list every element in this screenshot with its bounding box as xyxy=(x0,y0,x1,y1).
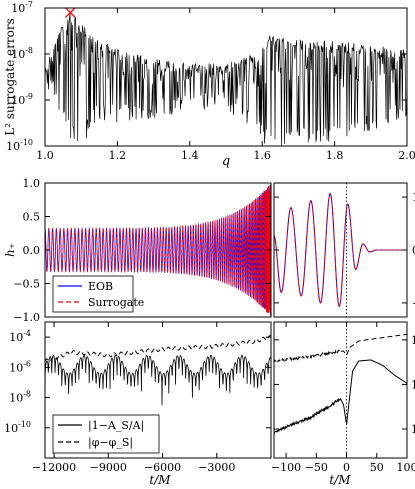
y-ticks-strain: 1.0 0.5 0.0 −0.5 −1.0 xyxy=(13,177,271,324)
legend-waveform: EOB Surrogate xyxy=(52,275,144,313)
plot-frame-errors-left xyxy=(44,321,272,459)
legend-label-amplitude: |1−A_S/A| xyxy=(88,419,144,433)
surrogate-error-series xyxy=(45,13,407,146)
x-ticks-time-right: −100 −50 0 50 100 xyxy=(271,322,415,474)
x-tick-label: 2.0 xyxy=(398,149,415,162)
x-tick-label: 50 xyxy=(370,461,384,474)
y-tick-label: −0.5 xyxy=(13,278,40,291)
y-tick-label: 10-10 xyxy=(6,138,33,153)
y-tick-label: −1.0 xyxy=(13,311,40,324)
y-axis-label-errors: L² surrogate errors xyxy=(3,18,17,135)
error-series-merger xyxy=(274,322,407,458)
max-error-marker-stroke-2 xyxy=(64,7,76,19)
y-tick-label: −1.5 xyxy=(412,297,415,310)
panel-errors-merger: −100 −50 0 50 100 10-3 10-5 10-7 t/M xyxy=(271,321,415,487)
panel-waveform-inspiral: 1.0 0.5 0.0 −0.5 −1.0 h₊ EOB Surrogate xyxy=(3,177,272,324)
waveform-surrogate xyxy=(45,183,271,317)
amplitude-error-curve xyxy=(45,354,271,406)
y-axis-label-strain: h₊ xyxy=(3,243,17,257)
y-tick-label: 10-3 xyxy=(411,332,415,347)
y-tick-label: 0.0 xyxy=(412,244,415,257)
y-tick-label: 10-7 xyxy=(411,421,415,436)
x-tick-label: 1.8 xyxy=(326,149,344,162)
x-tick-label: 1.0 xyxy=(36,149,54,162)
x-ticks-q: 1.0 1.2 1.4 1.6 1.8 2.0 xyxy=(36,8,415,162)
y-ticks-right-strain: 1.5 0.0 −1.5 xyxy=(274,191,415,310)
x-tick-label: −100 xyxy=(271,461,301,474)
legend-label-surrogate: Surrogate xyxy=(88,296,144,309)
legend-label-eob: EOB xyxy=(88,280,113,293)
phase-error-curve xyxy=(45,335,271,362)
y-tick-label: 10-7 xyxy=(11,0,33,15)
y-tick-label: 10-10 xyxy=(4,420,31,435)
panel-waveform-merger: 1.5 0.0 −1.5 xyxy=(273,182,415,318)
x-tick-label: −3000 xyxy=(198,461,235,474)
y-tick-label: 1.5 xyxy=(412,191,415,204)
y-ticks-errors-right: 10-3 10-5 10-7 xyxy=(274,332,415,436)
amplitude-error-merger xyxy=(274,359,407,435)
y-tick-label: 10-8 xyxy=(9,390,31,405)
error-series-inspiral xyxy=(45,335,271,406)
merger-eob xyxy=(274,192,407,308)
legend-errors: |1−A_S/A| |φ−φ_S| xyxy=(52,414,160,454)
x-tick-label: −9000 xyxy=(90,461,127,474)
x-tick-label: 1.6 xyxy=(253,149,271,162)
x-tick-label: 0 xyxy=(343,461,350,474)
error-curve xyxy=(45,13,407,146)
x-axis-label-time-right: t/M xyxy=(329,473,351,487)
x-tick-label: 1.2 xyxy=(109,149,127,162)
y-tick-label: 0.0 xyxy=(23,244,41,257)
y-tick-label: 0.5 xyxy=(23,211,41,224)
x-axis-label-time-left: t/M xyxy=(149,473,171,487)
plot-frame-top xyxy=(44,7,408,147)
panel-errors-inspiral: −12000 −9000 −6000 −3000 10-410-610-810-10 … xyxy=(4,321,272,487)
x-ticks-time-left: −12000 −9000 −6000 −3000 xyxy=(32,322,235,474)
merger-surrogate xyxy=(274,192,407,308)
x-tick-label: 1.4 xyxy=(181,149,199,162)
x-tick-label: 100 xyxy=(397,461,415,474)
y-tick-label: 10-4 xyxy=(9,329,31,344)
phase-error-merger xyxy=(274,333,407,364)
x-tick-label: −50 xyxy=(305,461,328,474)
legend-label-phase: |φ−φ_S| xyxy=(88,436,133,450)
merger-waveform-series xyxy=(274,183,407,317)
x-tick-label: −12000 xyxy=(32,461,76,474)
x-tick-label: −6000 xyxy=(144,461,181,474)
waveform-series xyxy=(45,183,271,317)
x-axis-label-q: q xyxy=(222,154,230,169)
max-error-marker xyxy=(64,7,76,19)
plot-frame-errors-right xyxy=(273,321,408,459)
y-tick-label: 10-6 xyxy=(9,359,31,374)
y-tick-label: 10-5 xyxy=(411,376,415,391)
y-tick-label: 1.0 xyxy=(23,177,41,190)
